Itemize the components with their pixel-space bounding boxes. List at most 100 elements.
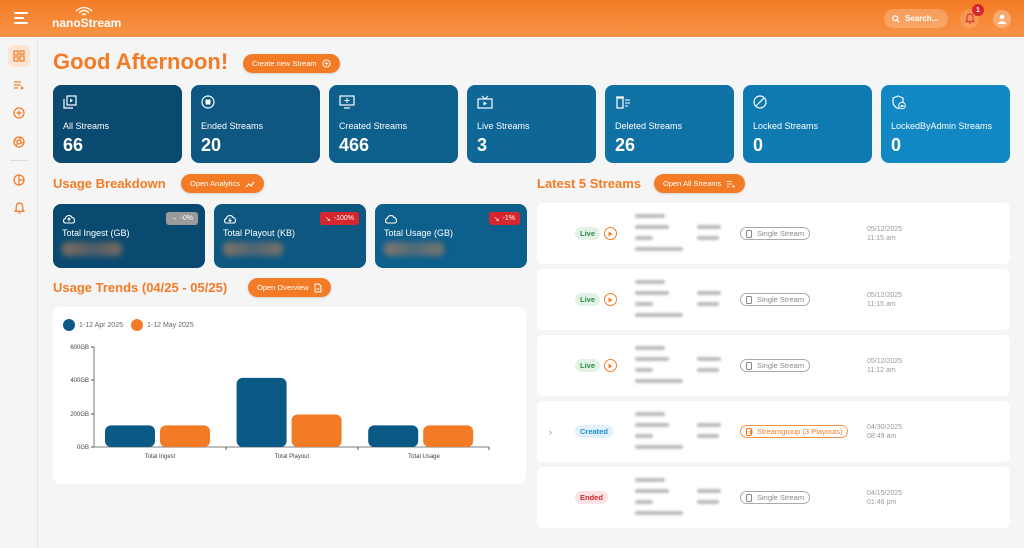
stream-row[interactable]: Live Single Stream 05/12/2025 11:15 am xyxy=(537,203,1010,264)
stop-circle-icon xyxy=(201,95,215,109)
chevron-right-icon[interactable]: › xyxy=(549,427,552,437)
user-avatar[interactable] xyxy=(993,10,1011,28)
redacted-text xyxy=(635,379,683,383)
stat-card-live-streams[interactable]: Live Streams 3 xyxy=(467,85,596,163)
open-overview-label: Open Overview xyxy=(257,283,309,292)
play-icon[interactable] xyxy=(604,227,617,240)
redacted-text xyxy=(635,368,653,372)
stat-value: 26 xyxy=(615,135,636,155)
change-value: -100% xyxy=(333,215,354,222)
sidebar-item-analytics[interactable] xyxy=(8,169,30,191)
open-analytics-label: Open Analytics xyxy=(190,179,241,188)
redacted-text xyxy=(635,302,653,306)
logo[interactable]: nanoStream xyxy=(52,6,121,30)
date-text: 04/15/2025 xyxy=(867,490,903,497)
stat-label: All Streams xyxy=(63,121,110,131)
sidebar xyxy=(0,37,38,548)
stat-label: LockedByAdmin Streams xyxy=(891,121,993,131)
chart-bar[interactable] xyxy=(368,425,419,447)
play-icon[interactable] xyxy=(604,359,617,372)
chart-bar[interactable] xyxy=(105,425,155,447)
search-input[interactable]: Search... xyxy=(884,9,948,28)
stream-row[interactable]: Ended Single Stream 04/15/2025 01:46 pm xyxy=(537,467,1010,528)
redacted-text xyxy=(635,214,665,218)
chart-bar[interactable] xyxy=(236,377,287,447)
stat-card-locked-streams[interactable]: Locked Streams 0 xyxy=(743,85,872,163)
time-text: 11:15 am xyxy=(867,235,896,242)
user-icon xyxy=(997,14,1007,24)
stream-row[interactable]: Live Single Stream 05/12/2025 11:15 am xyxy=(537,269,1010,330)
change-value: -0% xyxy=(180,215,193,222)
play-icon[interactable] xyxy=(604,293,617,306)
usage-card-total[interactable]: ↘ -1% Total Usage (GB) xyxy=(375,204,527,268)
sidebar-item-aperture[interactable] xyxy=(8,131,30,153)
stat-card-created-streams[interactable]: Created Streams 466 xyxy=(329,85,458,163)
stat-value: 20 xyxy=(201,135,222,155)
legend-item: 1-12 Apr 2025 xyxy=(63,319,123,331)
redacted-text xyxy=(635,236,653,240)
status-badge: Live xyxy=(575,359,601,372)
y-tick: 200GB xyxy=(70,412,89,418)
redacted-text xyxy=(697,434,719,438)
redacted-text xyxy=(635,511,683,515)
stat-value: 3 xyxy=(477,135,488,155)
open-overview-button[interactable]: Open Overview xyxy=(248,278,331,297)
playlist-icon xyxy=(14,81,24,90)
dashboard-icon xyxy=(13,50,25,62)
stat-card-ended-streams[interactable]: Ended Streams 20 xyxy=(191,85,320,163)
chart-bar[interactable] xyxy=(291,414,342,448)
sidebar-item-streams[interactable] xyxy=(8,74,30,96)
stat-label: Ended Streams xyxy=(201,121,264,131)
stat-value: 466 xyxy=(339,135,370,155)
tv-play-icon xyxy=(477,95,493,109)
search-placeholder: Search... xyxy=(905,14,939,23)
wifi-logo-icon xyxy=(75,6,93,16)
stream-type-label: Streamgroup (3 Playouts) xyxy=(757,427,843,436)
stat-card-deleted-streams[interactable]: Deleted Streams 26 xyxy=(605,85,734,163)
trend-down-icon: ↘ xyxy=(324,215,331,223)
search-icon xyxy=(892,14,900,23)
stream-row[interactable]: Live Single Stream 05/12/2025 11:12 am xyxy=(537,335,1010,396)
usage-breakdown-title: Usage Breakdown xyxy=(53,176,166,191)
chart-bar[interactable] xyxy=(423,425,474,447)
stream-date: 05/12/2025 11:12 am xyxy=(867,357,902,375)
latest-streams-title: Latest 5 Streams xyxy=(537,176,642,191)
redacted-text xyxy=(635,313,683,317)
create-stream-button[interactable]: Create new Stream xyxy=(243,54,340,73)
aperture-icon xyxy=(13,136,25,148)
y-tick: 400GB xyxy=(70,378,89,384)
status-badge: Live xyxy=(575,227,601,240)
x-tick: Total Ingest xyxy=(145,454,176,460)
redacted-text xyxy=(697,423,721,427)
change-badge: ↘ -1% xyxy=(488,212,520,225)
stream-date: 04/15/2025 01:46 pm xyxy=(867,489,902,507)
stat-card-lockedbyadmin-streams[interactable]: LockedByAdmin Streams 0 xyxy=(881,85,1010,163)
open-all-streams-button[interactable]: Open All Streams xyxy=(654,174,746,193)
stream-type-badge: Single Stream xyxy=(740,227,811,240)
usage-card-ingest[interactable]: → -0% Total Ingest (GB) xyxy=(53,204,205,268)
redacted-text xyxy=(697,236,719,240)
stat-label: Locked Streams xyxy=(753,121,819,131)
greeting-title: Good Afternoon! xyxy=(53,49,229,74)
chart-bar[interactable] xyxy=(160,425,210,447)
redacted-text xyxy=(697,302,719,306)
open-analytics-button[interactable]: Open Analytics xyxy=(181,174,265,193)
stat-value: 66 xyxy=(63,135,84,155)
change-badge: → -0% xyxy=(165,212,198,225)
stat-card-all-streams[interactable]: All Streams 66 xyxy=(53,85,182,163)
menu-icon[interactable] xyxy=(14,12,28,24)
legend-swatch xyxy=(130,319,143,331)
redacted-text xyxy=(635,346,665,350)
shield-lock-icon xyxy=(892,95,906,110)
usage-card-playout[interactable]: ↘ -100% Total Playout (KB) xyxy=(214,204,366,268)
stat-label: Deleted Streams xyxy=(615,121,683,131)
x-tick: Total Playout xyxy=(275,454,310,460)
sidebar-item-create[interactable] xyxy=(8,102,30,124)
single-stream-icon xyxy=(746,361,752,370)
sidebar-item-notifications[interactable] xyxy=(8,197,30,219)
pie-chart-icon xyxy=(13,174,25,186)
arrow-right-icon: → xyxy=(170,215,178,222)
stream-row[interactable]: › Created Streamgroup (3 Playouts) 04/30/20… xyxy=(537,401,1010,462)
open-all-streams-label: Open All Streams xyxy=(663,179,722,188)
sidebar-item-dashboard[interactable] xyxy=(8,45,30,67)
